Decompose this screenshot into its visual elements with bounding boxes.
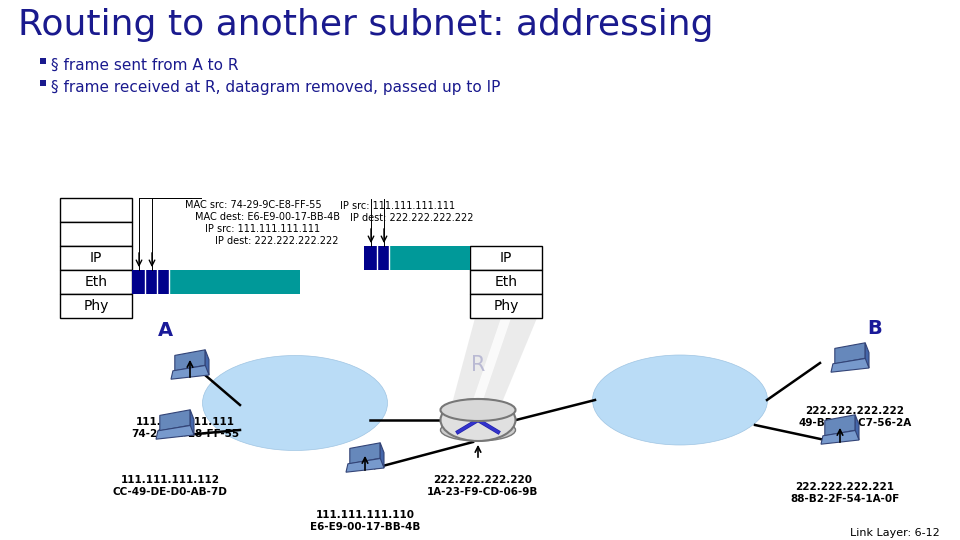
Ellipse shape (441, 419, 516, 441)
Text: Phy: Phy (84, 299, 108, 313)
Text: MAC src: 74-29-9C-E8-FF-55: MAC src: 74-29-9C-E8-FF-55 (185, 200, 322, 210)
Polygon shape (825, 415, 855, 436)
Text: 1A-23-F9-CD-06-9B: 1A-23-F9-CD-06-9B (427, 487, 539, 497)
Polygon shape (156, 425, 194, 439)
Text: 222.222.222.222: 222.222.222.222 (805, 406, 904, 416)
Bar (378, 246, 390, 270)
Polygon shape (349, 443, 380, 464)
Text: 74-29-9C-E8-FF-55: 74-29-9C-E8-FF-55 (131, 429, 239, 439)
Text: IP dest: 222.222.222.222: IP dest: 222.222.222.222 (215, 236, 339, 246)
Text: IP dest: 222.222.222.222: IP dest: 222.222.222.222 (350, 213, 473, 223)
Text: Link Layer: 6-12: Link Layer: 6-12 (851, 528, 940, 538)
Polygon shape (380, 443, 384, 468)
Text: 222.222.222.220: 222.222.222.220 (434, 475, 533, 485)
Polygon shape (159, 410, 190, 431)
Polygon shape (346, 458, 384, 472)
Text: IP: IP (90, 251, 102, 265)
Bar (60, 246, 132, 270)
Bar (390, 246, 470, 270)
Text: 111.111.111.111: 111.111.111.111 (135, 417, 234, 427)
Bar (364, 246, 378, 270)
Bar (60, 294, 132, 318)
Text: Routing to another subnet: addressing: Routing to another subnet: addressing (18, 8, 713, 42)
Text: A: A (157, 321, 173, 340)
Polygon shape (453, 318, 537, 400)
Text: § frame sent from A to R: § frame sent from A to R (51, 58, 238, 73)
Bar (146, 270, 158, 294)
Bar (132, 270, 146, 294)
Text: MAC dest: E6-E9-00-17-BB-4B: MAC dest: E6-E9-00-17-BB-4B (195, 212, 340, 222)
Text: § frame received at R, datagram removed, passed up to IP: § frame received at R, datagram removed,… (51, 80, 500, 95)
Polygon shape (865, 343, 869, 368)
Text: E6-E9-00-17-BB-4B: E6-E9-00-17-BB-4B (310, 522, 420, 532)
Polygon shape (831, 358, 869, 372)
Polygon shape (205, 350, 209, 375)
Text: B: B (868, 319, 882, 338)
Bar (40, 80, 46, 86)
Bar (60, 270, 132, 294)
Text: R: R (470, 355, 485, 375)
Text: 111.111.111.110: 111.111.111.110 (316, 510, 415, 520)
Bar (60, 198, 132, 222)
Polygon shape (190, 410, 194, 435)
Bar (470, 294, 542, 318)
Text: IP: IP (500, 251, 513, 265)
Text: 49-BD-D2-C7-56-2A: 49-BD-D2-C7-56-2A (799, 418, 912, 428)
Text: Eth: Eth (84, 275, 108, 289)
Polygon shape (855, 415, 859, 440)
Polygon shape (175, 350, 205, 371)
Text: CC-49-DE-D0-AB-7D: CC-49-DE-D0-AB-7D (112, 487, 228, 497)
Polygon shape (473, 318, 511, 400)
Bar (60, 222, 132, 246)
Ellipse shape (592, 355, 767, 445)
Ellipse shape (441, 399, 516, 421)
Polygon shape (821, 430, 859, 444)
Text: IP src: 111.111.111.111: IP src: 111.111.111.111 (340, 201, 455, 211)
Text: 222.222.222.221: 222.222.222.221 (796, 482, 895, 492)
Polygon shape (835, 343, 865, 364)
Bar (470, 246, 542, 270)
Bar (470, 270, 542, 294)
Bar (40, 58, 46, 64)
Ellipse shape (203, 355, 388, 450)
Bar (158, 270, 170, 294)
Text: 88-B2-2F-54-1A-0F: 88-B2-2F-54-1A-0F (790, 494, 900, 504)
Text: Phy: Phy (493, 299, 518, 313)
Text: IP src: 111.111.111.111: IP src: 111.111.111.111 (205, 224, 320, 234)
Ellipse shape (441, 399, 516, 441)
Bar (170, 270, 300, 294)
Polygon shape (171, 365, 209, 379)
Text: Eth: Eth (494, 275, 517, 289)
Text: 111.111.111.112: 111.111.111.112 (121, 475, 220, 485)
